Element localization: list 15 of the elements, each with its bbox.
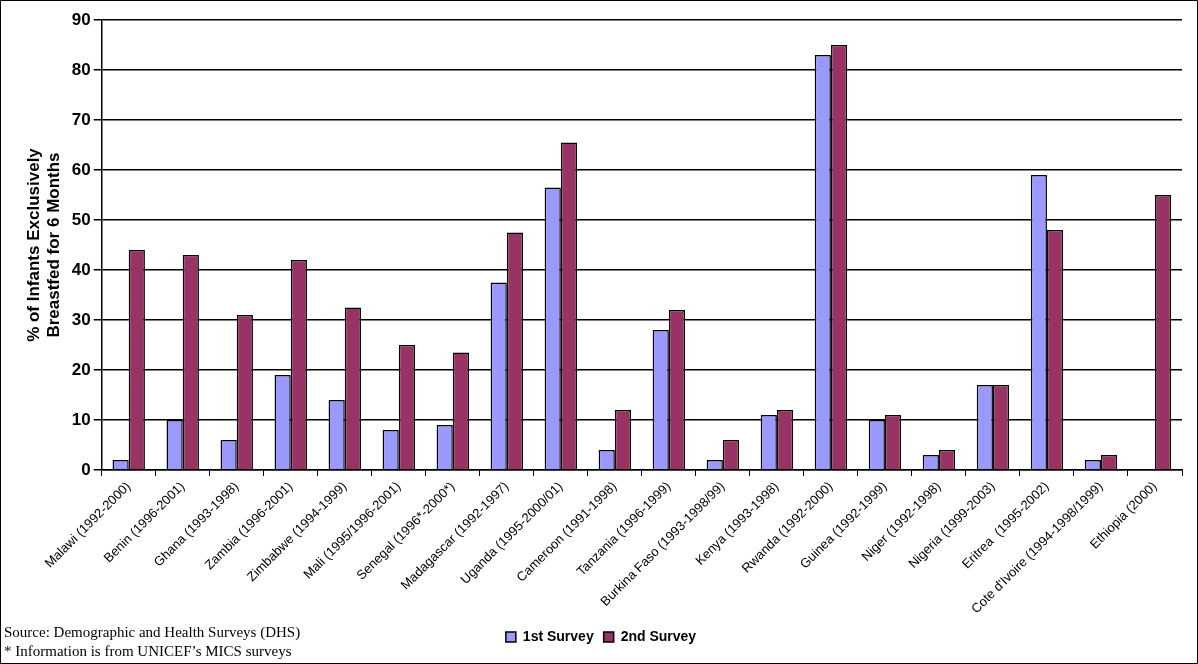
y-tick-label: 60 <box>71 159 91 179</box>
y-tick-label: 10 <box>71 409 91 429</box>
y-axis-title: % of Infants Exclusively Breastfed for 6 Months <box>23 147 64 342</box>
text: * Information is from UNICEF’s MICS surveys <box>4 643 292 659</box>
y-tick-label: 20 <box>71 359 91 379</box>
y-tick-label: 30 <box>71 309 91 329</box>
y-tick-label: 90 <box>71 9 91 29</box>
y-tick-label: 0 <box>81 459 91 479</box>
y-tick-label: 50 <box>71 209 91 229</box>
y-tick-label: 80 <box>71 59 91 79</box>
y-tick-label: 70 <box>71 109 91 129</box>
y-tick-label: 40 <box>71 259 91 279</box>
legend-label: 1st Survey <box>522 627 594 644</box>
source-note: Source: Demographic and Health Surveys (DHS) <box>4 624 301 641</box>
legend-label: 2nd Survey <box>620 627 697 644</box>
